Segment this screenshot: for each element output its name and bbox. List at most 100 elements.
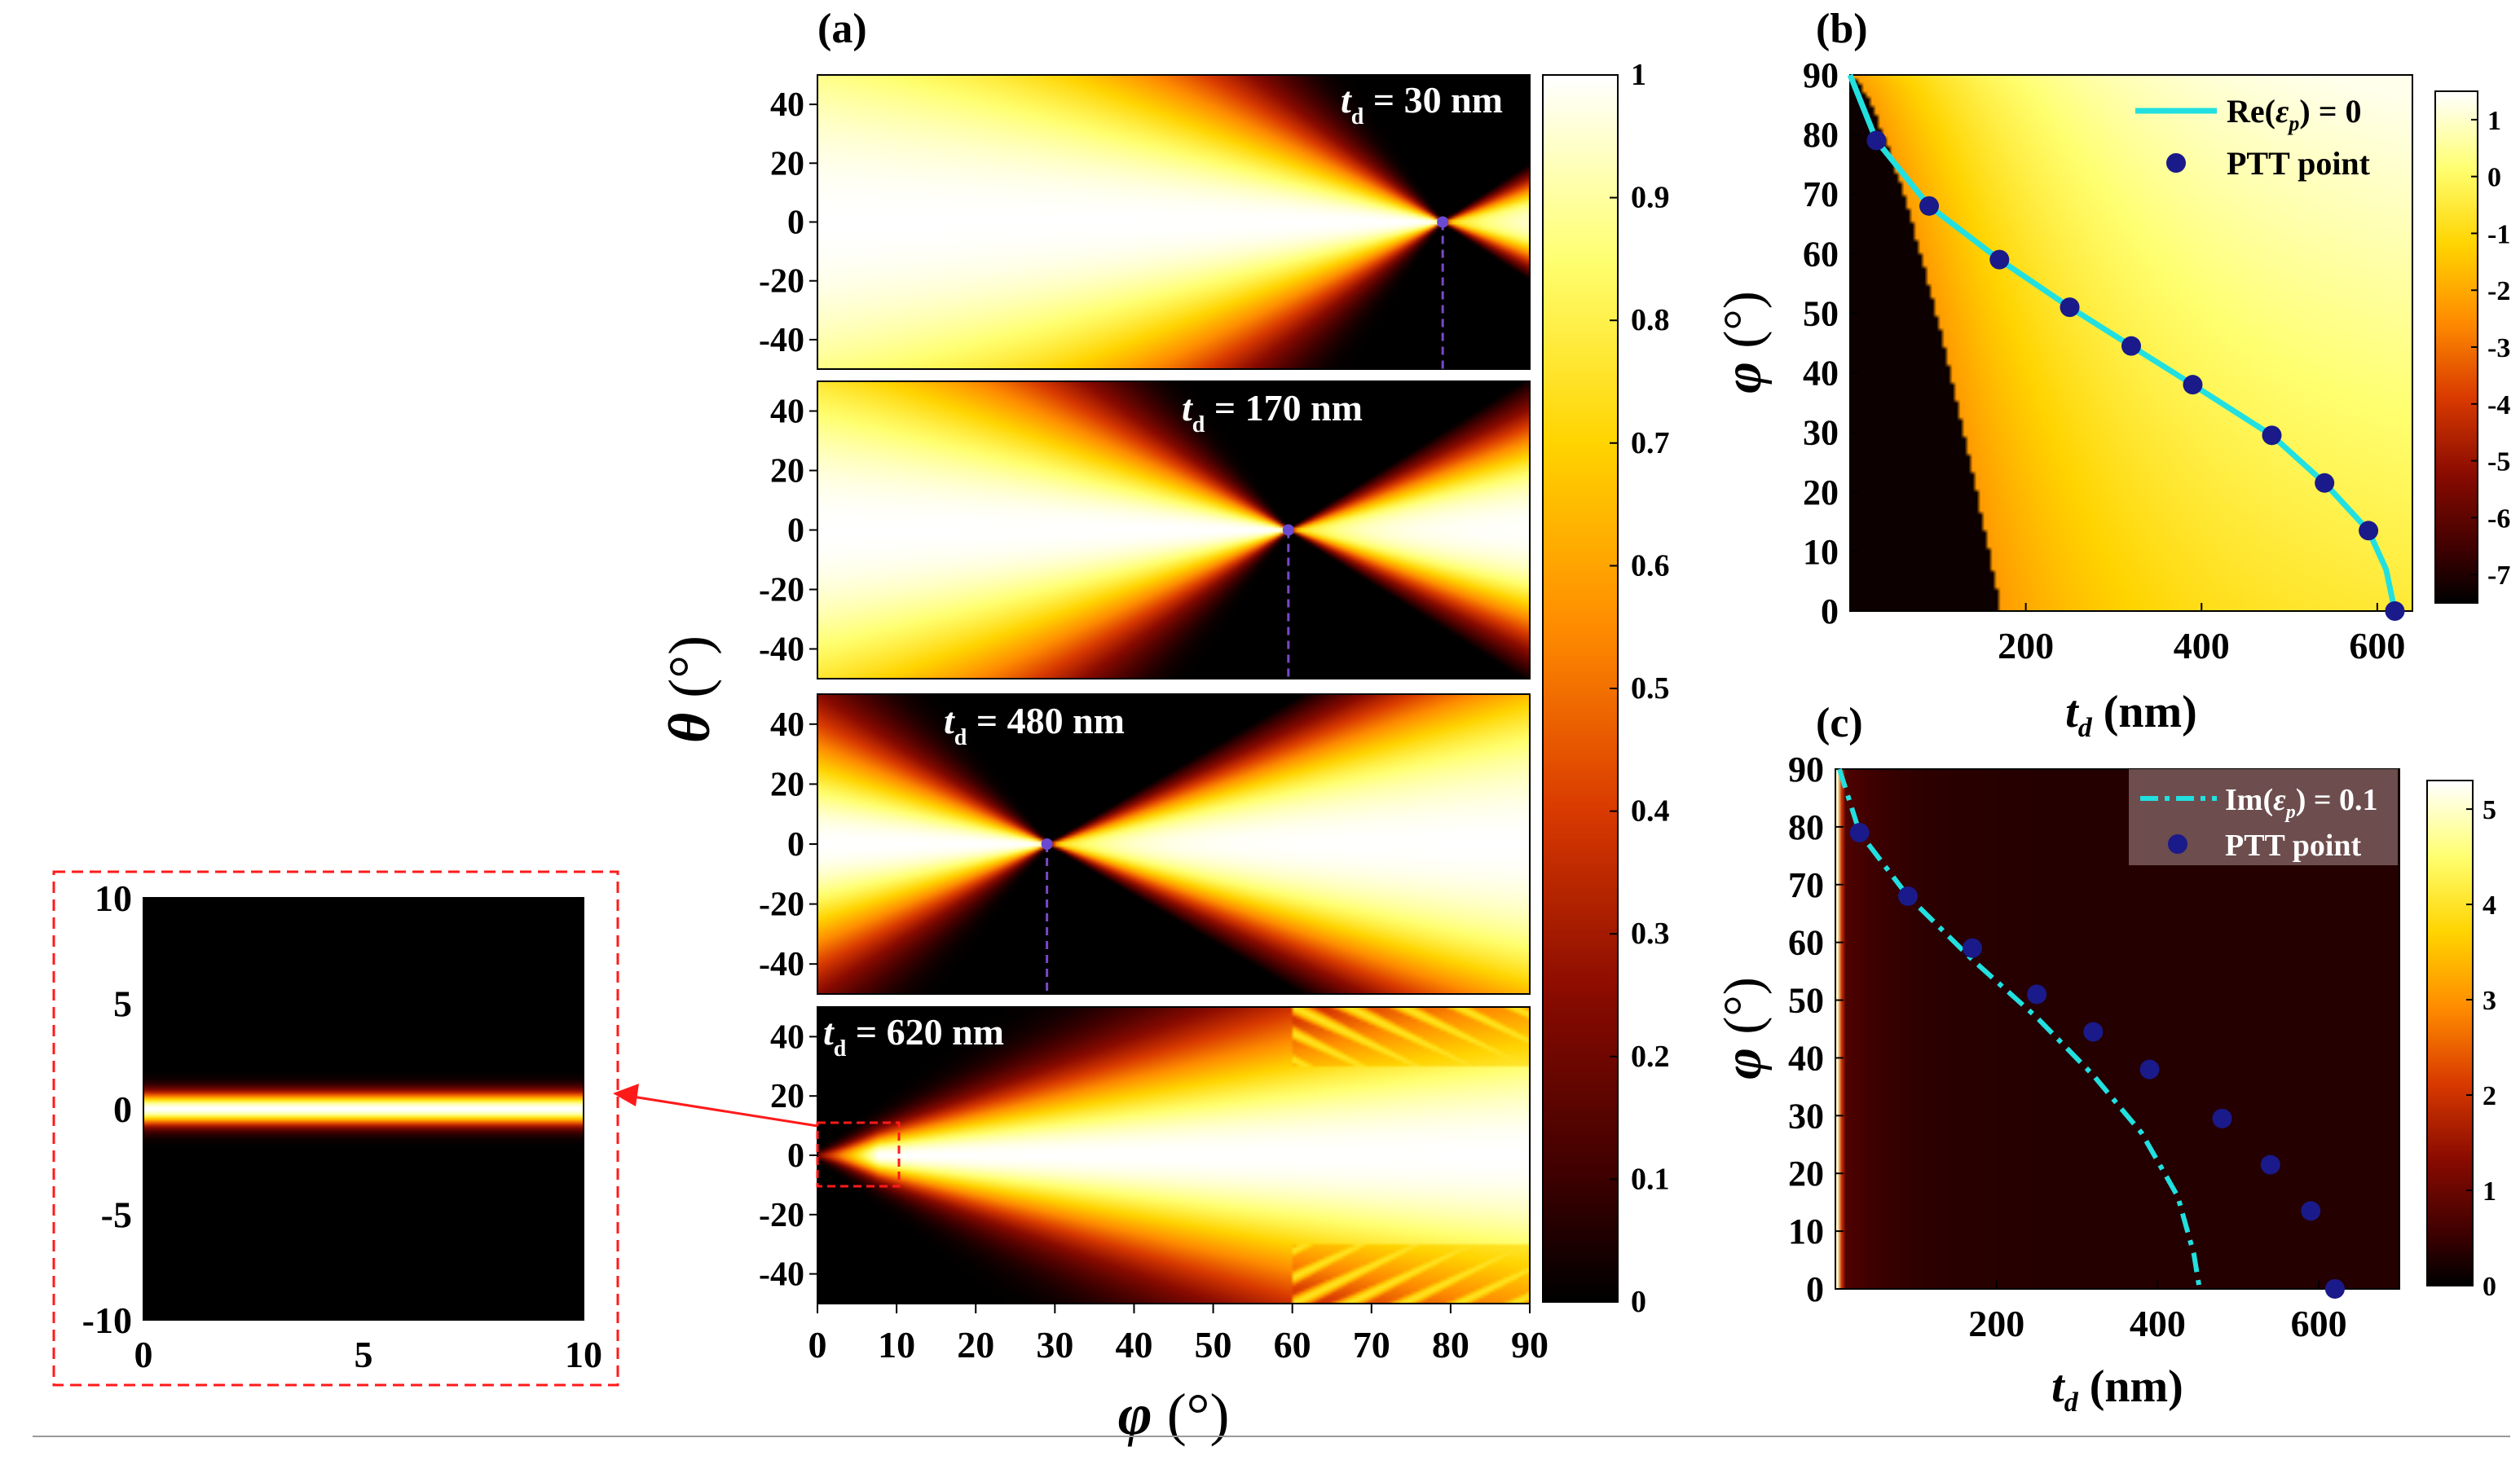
x-tick-label-a: 0: [808, 1324, 827, 1365]
ptt-point-c: [1897, 886, 1918, 906]
heatmap-a-2: [817, 381, 1530, 679]
x-tick-label-a: 60: [1274, 1324, 1311, 1365]
x-tick-label-c: 200: [1968, 1303, 2024, 1344]
colorbar-tick-label-a: 0.1: [1631, 1162, 1670, 1196]
x-tick-label-a: 40: [1115, 1324, 1152, 1365]
colorbar-tick-label-a: 1: [1631, 58, 1646, 92]
x-axis-label-a: φ (°): [1118, 1382, 1230, 1447]
ptt-point-b: [2315, 473, 2335, 493]
y-tick-label-c: 70: [1788, 865, 1824, 905]
y-tick-label-a: -40: [759, 631, 804, 669]
y-tick-label-c: 30: [1788, 1096, 1824, 1136]
colorbar-tick-label-a: 0.6: [1631, 548, 1670, 583]
y-tick-label-inset: 0: [113, 1088, 132, 1130]
colorbar-tick-label-b: -6: [2487, 504, 2510, 534]
y-tick-label-c: 60: [1788, 923, 1824, 963]
colorbar-tick-label-a: 0.4: [1631, 794, 1670, 829]
td-label-a-3: td = 480 nm: [944, 700, 1125, 750]
colorbar-tick-label-b: -1: [2487, 219, 2510, 249]
ptt-point-b: [2183, 375, 2203, 395]
x-tick-label-b: 400: [2174, 625, 2230, 666]
heatmap-inset: [143, 898, 584, 1320]
colorbar-tick-label-b: -2: [2487, 276, 2510, 306]
colorbar-tick-label-c: 2: [2483, 1081, 2496, 1111]
y-axis-label-c: φ (°): [1713, 977, 1773, 1079]
x-tick-label-b: 200: [1998, 625, 2054, 666]
axes-frame-c: [1835, 768, 2400, 1290]
y-tick-label-b: 40: [1803, 354, 1839, 394]
colorbar-tick-label-c: 5: [2483, 795, 2496, 825]
ptt-point-c: [2301, 1201, 2321, 1221]
td-label-a-4: td = 620 nm: [823, 1011, 1004, 1062]
axes-frame-inset: [143, 897, 584, 1321]
colorbar-tick-label-a: 0.7: [1631, 426, 1670, 460]
colorbar-tick-label-b: -3: [2487, 333, 2510, 363]
y-tick-label-c: 50: [1788, 981, 1824, 1021]
x-tick-label-inset: 0: [134, 1334, 153, 1375]
ptt-point-b: [1866, 130, 1887, 151]
colorbar-tick-label-a: 0.5: [1631, 671, 1670, 706]
ptt-marker-a: [1282, 524, 1294, 536]
y-tick-label-a: 20: [770, 766, 804, 803]
panel-label-b: (b): [1816, 6, 1868, 52]
y-tick-label-inset: 5: [113, 983, 132, 1025]
x-tick-label-a: 10: [878, 1324, 915, 1365]
y-tick-label-b: 60: [1803, 234, 1839, 274]
x-tick-label-inset: 10: [565, 1334, 602, 1375]
heatmap-a-3: [817, 694, 1530, 994]
y-tick-label-inset: 10: [95, 877, 132, 919]
curve-im-eps: [1837, 768, 2202, 1290]
x-tick-label-inset: 5: [355, 1334, 373, 1375]
x-axis-label-c: td (nm): [2051, 1361, 2183, 1418]
ptt-point-c: [2212, 1108, 2232, 1128]
x-tick-label-a: 70: [1353, 1324, 1390, 1365]
y-axis-label-b: φ (°): [1713, 291, 1773, 393]
legend-text-b-1: Re(εp) = 0: [2227, 93, 2362, 135]
colorbar-tick-label-a: 0.8: [1631, 303, 1670, 337]
y-tick-label-a: 40: [770, 1018, 804, 1056]
ptt-point-b: [2385, 601, 2405, 621]
colorbar-a: [1543, 75, 1618, 1302]
y-tick-label-c: 20: [1788, 1154, 1824, 1194]
ptt-point-c: [1963, 938, 1983, 958]
zoom-arrow-line: [627, 1094, 818, 1128]
y-tick-label-a: 0: [787, 826, 804, 864]
legend-text-c-1: Im(εp) = 0.1: [2225, 783, 2378, 823]
y-tick-label-a: -40: [759, 322, 804, 359]
colorbar-tick-label-b: -5: [2487, 447, 2510, 477]
y-tick-label-a: -20: [759, 886, 804, 924]
colorbar-tick-label-c: 3: [2483, 986, 2496, 1016]
y-tick-label-a: 20: [770, 145, 804, 182]
x-tick-label-a: 90: [1511, 1324, 1549, 1365]
colorbar-b: [2435, 91, 2478, 603]
ptt-point-c: [2324, 1279, 2345, 1299]
y-tick-label-b: 80: [1803, 115, 1839, 155]
legend-dot-b: [2166, 153, 2186, 173]
heatmap-a-4: [817, 1007, 1530, 1304]
y-tick-label-a: 0: [787, 204, 804, 242]
colorbar-tick-label-b: 1: [2487, 106, 2501, 136]
y-tick-label-c: 40: [1788, 1038, 1824, 1078]
y-tick-label-a: -40: [759, 1256, 804, 1294]
ptt-point-c: [2260, 1154, 2280, 1175]
y-tick-label-inset: -10: [82, 1299, 132, 1341]
x-tick-label-b: 600: [2349, 625, 2405, 666]
y-tick-label-b: 10: [1803, 532, 1839, 572]
colorbar-tick-label-a: 0.2: [1631, 1040, 1670, 1074]
y-tick-label-a: 40: [770, 706, 804, 744]
y-tick-label-a: 40: [770, 86, 804, 124]
y-tick-label-c: 0: [1806, 1269, 1824, 1309]
y-tick-label-a: -20: [759, 1197, 804, 1234]
bottom-rule: [33, 1436, 2510, 1437]
ptt-point-b: [2359, 521, 2379, 541]
axes-frame-b: [1849, 74, 2413, 612]
panel-label-c: (c): [1816, 700, 1863, 746]
legend-text-b-2: PTT point: [2227, 145, 2371, 182]
ptt-point-b: [2121, 336, 2141, 356]
y-tick-label-b: 50: [1803, 293, 1839, 333]
td-label-a-1: td = 30 nm: [1341, 79, 1503, 130]
colorbar-tick-label-c: 4: [2483, 891, 2496, 921]
colorbar-tick-label-c: 0: [2483, 1272, 2496, 1302]
